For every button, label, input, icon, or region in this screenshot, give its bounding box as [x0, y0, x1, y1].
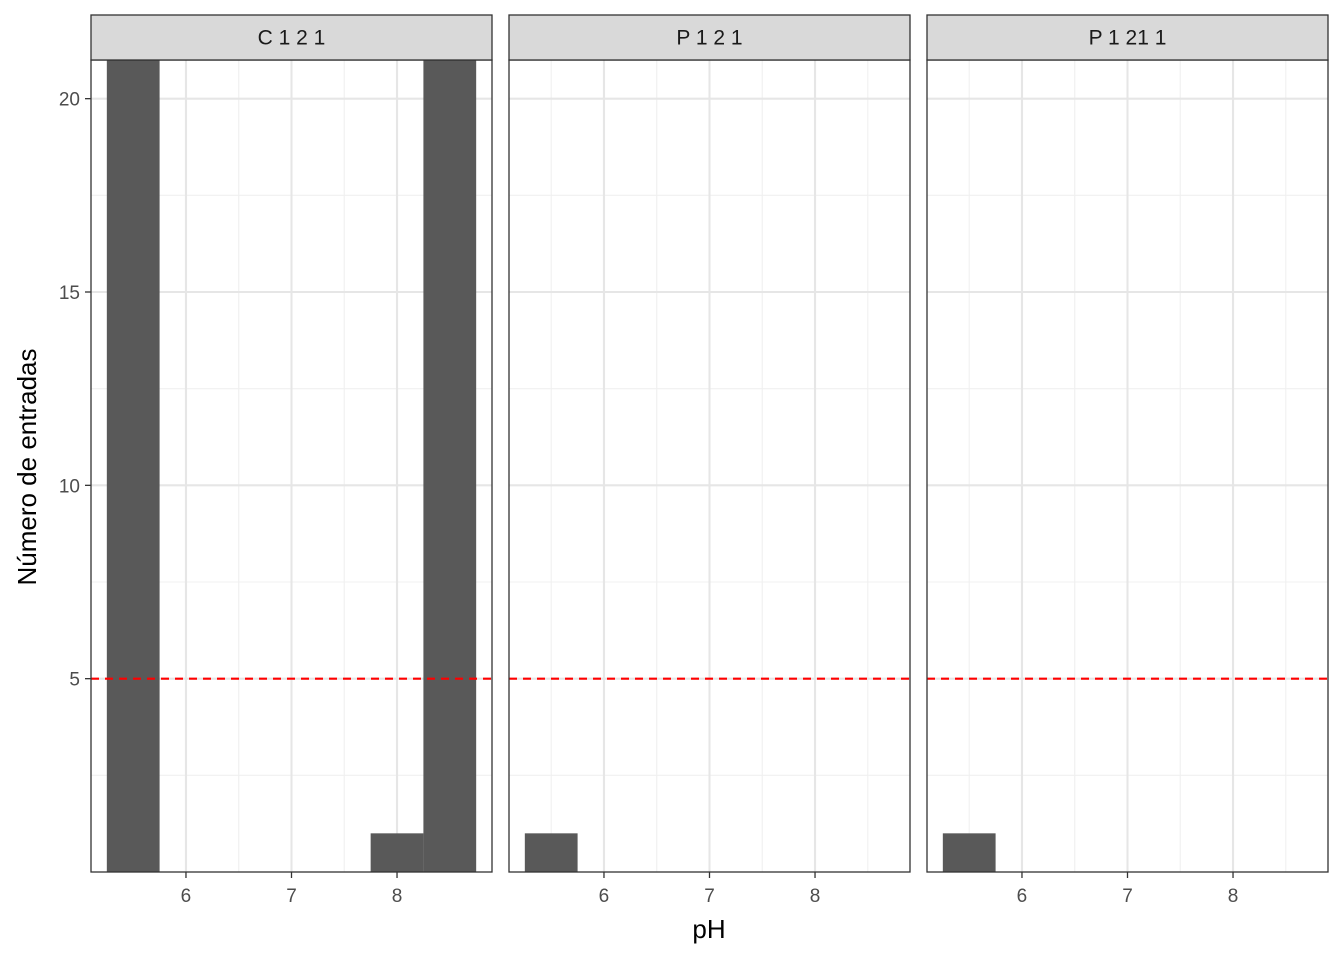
y-tick-label: 10 [59, 476, 80, 497]
histogram-bar [524, 833, 578, 872]
facet-panel: P 1 2 1 6 7 8 [508, 14, 911, 907]
histogram-bar [942, 833, 996, 872]
facet-strip-label: C 1 2 1 [258, 27, 326, 50]
facet-strip-label: P 1 21 1 [1089, 27, 1167, 50]
y-axis: 5 10 15 20 [59, 90, 91, 691]
histogram-bar [423, 60, 477, 872]
facet-panel: C 1 2 1 6 7 8 [90, 14, 493, 907]
x-tick-label: 8 [392, 886, 403, 907]
y-axis-label: Número de entradas [12, 348, 42, 585]
facet-strip-label: P 1 2 1 [676, 27, 742, 50]
x-tick-label: 8 [810, 886, 821, 907]
y-tick-label: 5 [69, 670, 80, 691]
histogram-bar [106, 60, 160, 872]
facet-panel: P 1 21 1 6 7 8 [926, 14, 1329, 907]
y-tick-label: 20 [59, 90, 80, 111]
y-tick-label: 15 [59, 283, 80, 304]
x-tick-label: 7 [704, 886, 715, 907]
x-tick-label: 7 [286, 886, 297, 907]
x-tick-label: 6 [1017, 886, 1028, 907]
facet-panels: C 1 2 1 6 7 8 P 1 2 1 6 7 8 P 1 21 1 6 7 8 [90, 14, 1329, 907]
facet-strip [90, 14, 493, 61]
x-axis-label: pH [692, 914, 725, 944]
facet-strip [508, 14, 911, 61]
x-tick-label: 8 [1228, 886, 1239, 907]
facet-strip [926, 14, 1329, 61]
histogram-bar [370, 833, 424, 872]
x-tick-label: 6 [181, 886, 192, 907]
x-tick-label: 7 [1122, 886, 1133, 907]
x-tick-label: 6 [599, 886, 610, 907]
